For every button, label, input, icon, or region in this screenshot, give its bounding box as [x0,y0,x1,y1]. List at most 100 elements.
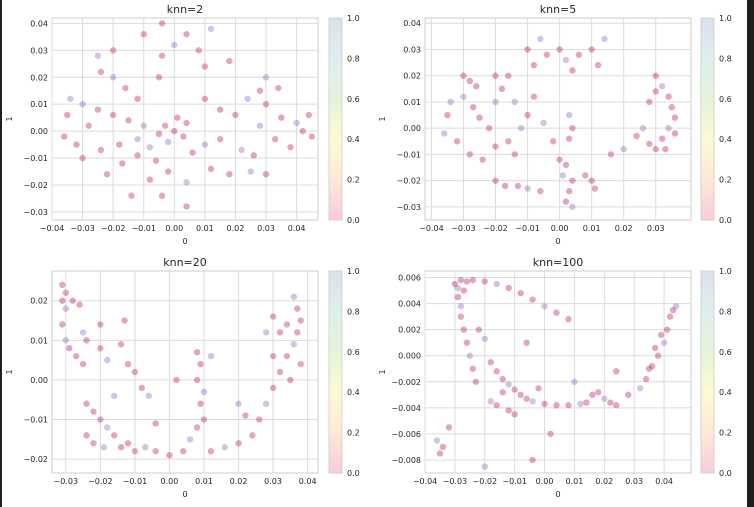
scatter-point [293,119,300,127]
chart-title: knn=100 [533,256,584,269]
chart-title: knn=2 [167,3,204,16]
scatter-point [195,47,202,54]
scatter-point [556,46,563,53]
y-tick-label: 0.000 [398,352,421,361]
scatter-point [94,106,102,113]
y-tick-label: 0.03 [403,45,421,54]
scatter-point [97,146,105,154]
scatter-point [469,365,477,372]
scatter-point [466,77,474,85]
scatter-point [501,182,509,190]
scatter-point [492,143,499,150]
y-axis-label: 1 [378,116,387,121]
scatter-point [505,407,512,414]
colorbar-tick-label: 0.4 [719,388,732,397]
scatter-point [633,132,640,140]
colorbar-tick-label: 0.4 [719,135,732,144]
scatter-point [460,93,467,100]
scatter-point [276,368,284,376]
scatter-point [146,144,154,151]
scatter-point [454,293,462,301]
scatter-point [262,171,270,178]
x-tick-label: 0.02 [230,477,248,486]
scatter-point [514,182,522,190]
scatter-point [433,437,441,444]
x-tick-label: −0.02 [483,224,508,233]
scatter-point [498,85,506,93]
scatter-point [492,72,499,79]
scatter-point [109,74,117,81]
scatter-point [226,171,233,178]
scatter-point [90,408,97,415]
scatter-point [445,424,453,431]
scatter-point [83,400,90,407]
scatter-point [583,399,590,406]
scatter-point [161,122,169,129]
y-tick-label: 0.006 [398,274,421,283]
colorbar-tick-label: 0.0 [347,216,360,225]
colorbar-tick-label: 0.0 [719,216,732,225]
scatter-point [654,352,662,359]
y-tick-label: 0.03 [30,46,48,55]
scatter-point [290,293,298,300]
scatter-point [174,114,181,121]
x-tick-label: −0.03 [451,224,476,233]
scatter-point [121,317,128,324]
scatter-point [283,352,291,360]
x-tick-label: −0.02 [473,477,498,486]
scatter-point [262,100,270,108]
scatter-point [453,138,461,145]
scatter-point [457,313,465,320]
scatter-point [553,402,560,409]
scatter-point [297,317,304,324]
scatter-point [128,192,135,199]
x-axis-label: 0 [555,237,560,246]
y-tick-label: −0.01 [396,150,421,159]
scatter-point [476,114,483,121]
scatter-point [493,402,500,409]
scatter-point [665,124,672,132]
y-tick-label: −0.006 [391,430,421,439]
colorbar-tick-label: 0.2 [347,176,360,185]
plot-area [51,270,319,474]
scatter-point [197,360,204,368]
x-tick-label: −0.03 [443,477,468,486]
scatter-point [226,57,233,65]
colorbar-tick-label: 1.0 [347,14,360,23]
y-tick-label: 0.04 [30,19,48,28]
x-tick-label: 0.01 [195,477,213,486]
scatter-point [180,448,187,455]
window-frame-left [0,0,2,507]
scatter-point [511,386,518,393]
x-tick-label: −0.01 [515,224,540,233]
scatter-point [90,440,97,447]
scatter-point [200,416,208,423]
x-tick-label: 0.02 [227,224,245,233]
scatter-point [447,98,454,106]
scatter-point [663,326,671,333]
colorbar [700,17,715,221]
scatter-point [158,192,166,199]
colorbar-tick-label: 0.8 [719,54,732,63]
scatter-point [530,62,538,69]
y-tick-label: 0.01 [403,98,421,107]
scatter-point [517,124,525,132]
scatter-point [589,391,596,399]
scatter-point [613,368,620,375]
scatter-point [134,152,141,159]
y-tick-label: 0.002 [398,326,421,335]
scatter-point [138,384,146,392]
scatter-point [269,384,277,392]
scatter-point [207,165,215,173]
scatter-point [238,146,245,154]
scatter-point [479,156,486,163]
scatter-point [537,35,544,43]
scatter-point [646,140,653,148]
scatter-point [648,362,656,370]
colorbar-tick-label: 0.6 [719,95,732,104]
scatter-point [657,331,665,339]
scatter-point [511,151,518,158]
scatter-point [556,156,563,163]
scatter-point [562,161,570,169]
scatter-point [62,305,70,312]
